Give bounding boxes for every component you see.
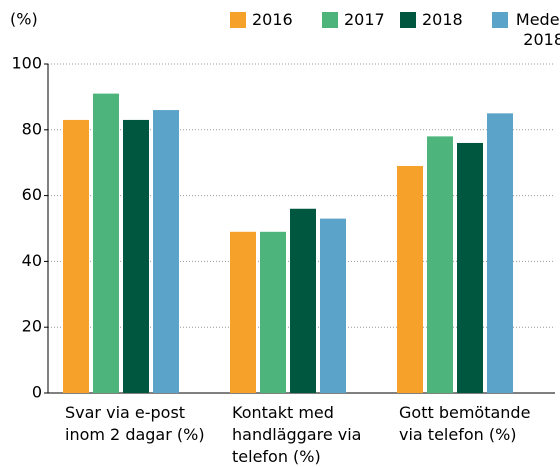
- y-tick-label: 0: [32, 383, 42, 402]
- legend-label: Medel 2018: [515, 10, 560, 49]
- legend-item: 2016: [230, 10, 293, 30]
- y-tick-label: 40: [22, 251, 42, 270]
- bar: [230, 231, 256, 393]
- x-tick-label: Gott bemötande via telefon (%): [399, 403, 531, 444]
- y-tick-label: 80: [22, 119, 42, 138]
- bar: [457, 142, 483, 393]
- y-axis-label: (%): [10, 10, 38, 29]
- legend-label: 2017: [344, 10, 385, 29]
- x-tick-label: Svar via e-post inom 2 dagar (%): [65, 403, 205, 444]
- bar: [487, 113, 513, 393]
- legend-label: 2018: [422, 10, 463, 29]
- legend-swatch: [492, 12, 508, 28]
- legend-item: Medel 2018: [492, 10, 560, 50]
- y-tick-label: 60: [22, 185, 42, 204]
- bar: [320, 218, 346, 393]
- legend-swatch: [400, 12, 416, 28]
- bar: [93, 93, 119, 394]
- legend-item: 2018: [400, 10, 463, 30]
- legend-label: 2016: [252, 10, 293, 29]
- legend-swatch: [322, 12, 338, 28]
- bar: [153, 110, 179, 393]
- bar: [427, 136, 453, 393]
- bar: [63, 119, 89, 394]
- x-tick-label: Kontakt med handläggare via telefon (%): [232, 403, 362, 466]
- y-tick-label: 20: [22, 317, 42, 336]
- y-tick-label: 100: [11, 54, 42, 73]
- legend-item: 2017: [322, 10, 385, 30]
- bar: [290, 208, 316, 393]
- bar: [260, 231, 286, 393]
- bar: [397, 165, 423, 393]
- legend-swatch: [230, 12, 246, 28]
- bar: [123, 119, 149, 394]
